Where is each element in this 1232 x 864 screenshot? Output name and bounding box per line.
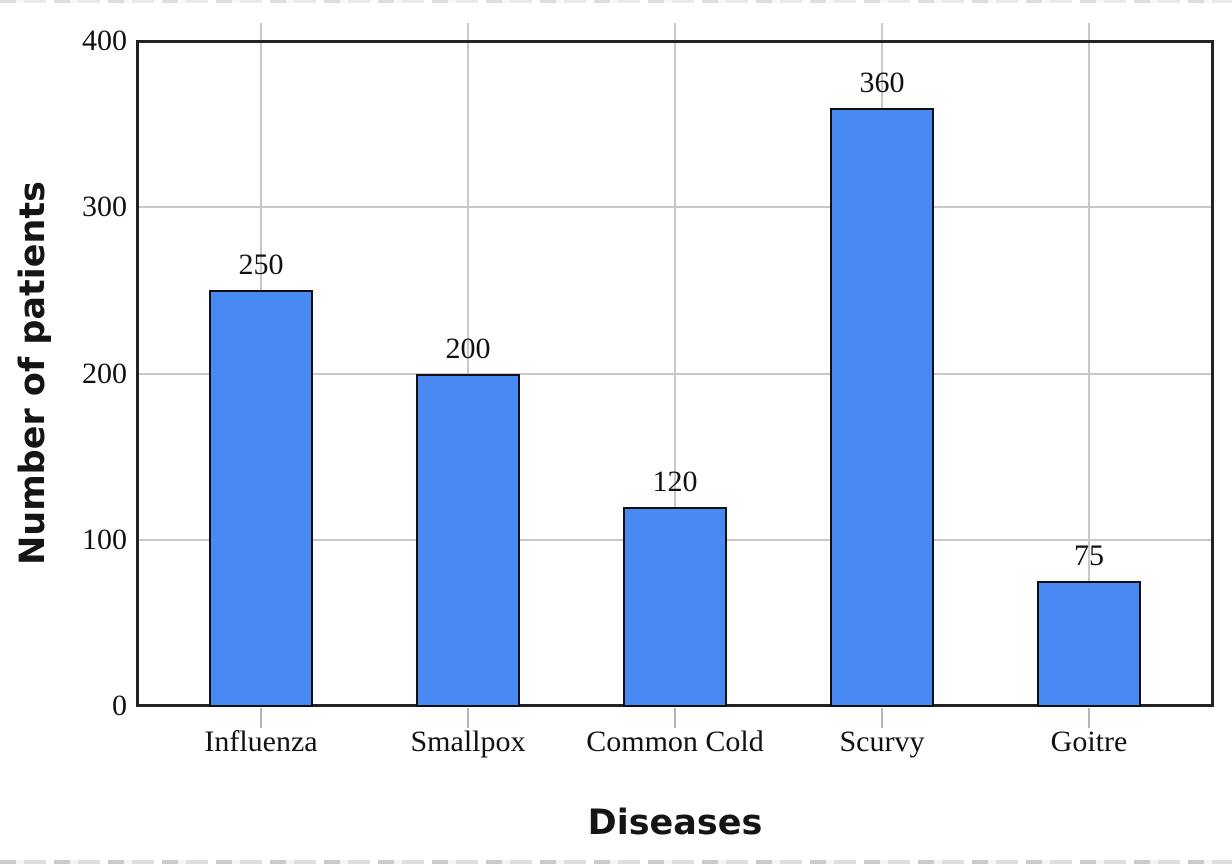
bottom-edge-artifact: [0, 860, 1232, 864]
bar-value-label-goitre: 75: [1074, 539, 1104, 573]
bar-value-label-smallpox: 200: [445, 331, 491, 365]
bar-scurvy: [830, 107, 934, 707]
bar-smallpox: [416, 373, 520, 707]
top-edge-artifact: [0, 0, 1232, 3]
x-tick-mark-goitre: [1088, 708, 1090, 728]
x-tick-mark-common-cold: [674, 708, 676, 728]
y-tick-label-100: 100: [82, 522, 127, 556]
v-gridline-common-cold: [674, 23, 676, 704]
x-tick-label-goitre: Goitre: [1050, 725, 1128, 758]
x-tick-label-scurvy: Scurvy: [839, 725, 925, 758]
x-axis-title: Diseases: [587, 803, 763, 843]
x-tick-mark-smallpox: [467, 708, 469, 728]
x-tick-label-common-cold: Common Cold: [586, 725, 764, 758]
y-tick-label-0: 0: [112, 689, 127, 722]
x-tick-mark-scurvy: [881, 708, 883, 728]
v-gridline-goitre: [1088, 23, 1090, 704]
bar-goitre: [1037, 581, 1141, 707]
bar-common-cold: [623, 506, 727, 707]
y-tick-label-200: 200: [82, 356, 127, 390]
bar-influenza: [209, 290, 313, 707]
y-tick-label-400: 400: [82, 24, 127, 57]
v-gridline-smallpox: [467, 23, 469, 704]
y-tick-label-300: 300: [82, 190, 127, 224]
x-tick-mark-influenza: [260, 708, 262, 728]
bar-value-label-scurvy: 360: [859, 65, 905, 99]
bar-value-label-influenza: 250: [238, 248, 284, 282]
y-axis-title: Number of patients: [13, 181, 53, 565]
bar-value-label-common-cold: 120: [652, 464, 698, 498]
x-tick-label-influenza: Influenza: [204, 725, 318, 758]
x-tick-label-smallpox: Smallpox: [410, 725, 526, 758]
